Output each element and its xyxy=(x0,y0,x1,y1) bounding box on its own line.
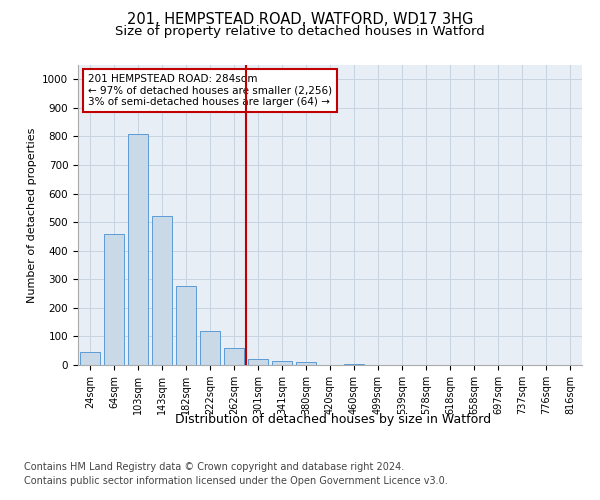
Bar xyxy=(176,286,196,365)
Text: 201 HEMPSTEAD ROAD: 284sqm
← 97% of detached houses are smaller (2,256)
3% of se: 201 HEMPSTEAD ROAD: 284sqm ← 97% of deta… xyxy=(88,74,332,107)
Bar xyxy=(200,330,220,365)
Bar xyxy=(272,362,292,365)
Bar xyxy=(128,134,148,365)
Text: 201, HEMPSTEAD ROAD, WATFORD, WD17 3HG: 201, HEMPSTEAD ROAD, WATFORD, WD17 3HG xyxy=(127,12,473,28)
Bar xyxy=(104,234,124,365)
Y-axis label: Number of detached properties: Number of detached properties xyxy=(26,128,37,302)
Text: Distribution of detached houses by size in Watford: Distribution of detached houses by size … xyxy=(175,412,491,426)
Bar xyxy=(248,358,268,365)
Bar xyxy=(224,348,244,365)
Text: Contains public sector information licensed under the Open Government Licence v3: Contains public sector information licen… xyxy=(24,476,448,486)
Bar xyxy=(296,362,316,365)
Bar xyxy=(80,352,100,365)
Bar xyxy=(344,364,364,365)
Text: Contains HM Land Registry data © Crown copyright and database right 2024.: Contains HM Land Registry data © Crown c… xyxy=(24,462,404,472)
Text: Size of property relative to detached houses in Watford: Size of property relative to detached ho… xyxy=(115,25,485,38)
Bar xyxy=(152,216,172,365)
